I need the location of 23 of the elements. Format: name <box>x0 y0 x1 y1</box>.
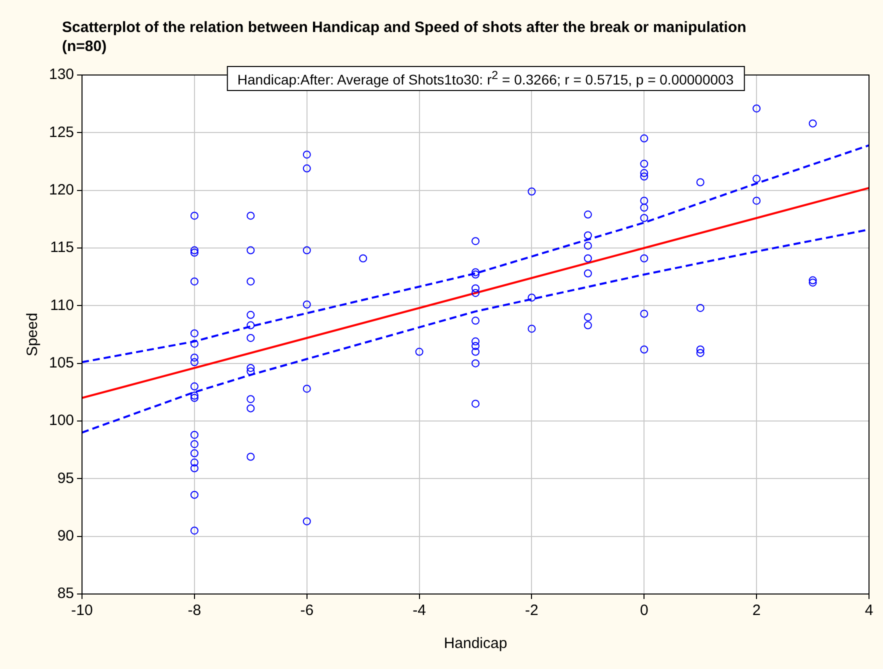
x-tick-label: 4 <box>864 602 874 620</box>
y-tick-label: 120 <box>48 181 74 198</box>
x-tick-label: -6 <box>300 602 314 620</box>
y-tick-label: 85 <box>57 585 74 602</box>
line-series <box>82 144 869 364</box>
x-tick-label: 2 <box>752 602 761 620</box>
x-tick-label: -8 <box>188 602 202 620</box>
x-tick-label: -4 <box>412 602 426 620</box>
y-tick-label: 110 <box>50 296 74 314</box>
y-tick-label: 130 <box>48 66 74 84</box>
x-tick-label: -2 <box>525 602 538 620</box>
chart-title: Scatterplot of the relation between Handicap and Speed of shots after the break or manipulation (n=80) <box>62 18 748 56</box>
y-tick-label: 95 <box>57 470 74 487</box>
y-tick-label: 125 <box>48 124 74 141</box>
x-tick-label: 0 <box>640 602 648 620</box>
y-tick-label: 100 <box>48 412 74 430</box>
y-axis-title: Speed <box>24 312 42 356</box>
annotation: Handicap:After: Average of Shots1to30: r$^{2}$ = 0.3266; r = 0.5715, p = 0.00000003 <box>226 66 745 91</box>
y-tick-label: 90 <box>57 527 74 544</box>
x-tick-label: -10 <box>71 602 93 620</box>
y-tick-label: 105 <box>48 354 74 372</box>
y-tick-label: 115 <box>50 239 74 256</box>
x-axis-title: Handicap <box>444 635 508 652</box>
